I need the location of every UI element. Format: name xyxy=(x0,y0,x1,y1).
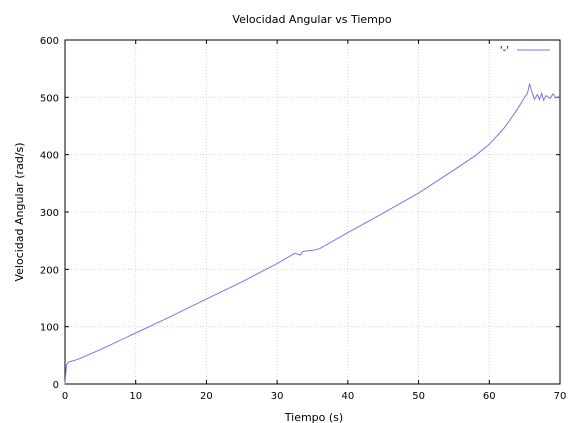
axis-ticks: 0 10 20 30 40 50 60 70 0 100 200 300 400 500 600 xyxy=(40,36,566,402)
x-tick-label: 10 xyxy=(129,391,142,402)
x-tick-label: 0 xyxy=(62,391,68,402)
legend: '-' xyxy=(500,45,550,56)
chart-title: Velocidad Angular vs Tiempo xyxy=(232,13,391,26)
legend-label: '-' xyxy=(500,45,509,56)
y-tick-label: 0 xyxy=(53,380,59,391)
y-tick-label: 400 xyxy=(40,151,59,162)
series-line xyxy=(64,83,561,385)
y-axis-label: Velocidad Angular (rad/s) xyxy=(13,142,26,281)
y-tick-label: 300 xyxy=(40,208,59,219)
x-tick-label: 60 xyxy=(483,391,496,402)
y-tick-label: 200 xyxy=(40,265,59,276)
x-tick-label: 50 xyxy=(412,391,425,402)
x-tick-label: 70 xyxy=(554,391,567,402)
x-tick-label: 40 xyxy=(341,391,354,402)
y-tick-label: 100 xyxy=(40,323,59,334)
grid-lines xyxy=(65,40,560,384)
x-tick-label: 30 xyxy=(271,391,284,402)
y-tick-label: 600 xyxy=(40,36,59,47)
x-axis-label: Tiempo (s) xyxy=(284,411,343,423)
y-tick-label: 500 xyxy=(40,93,59,104)
x-tick-label: 20 xyxy=(200,391,213,402)
